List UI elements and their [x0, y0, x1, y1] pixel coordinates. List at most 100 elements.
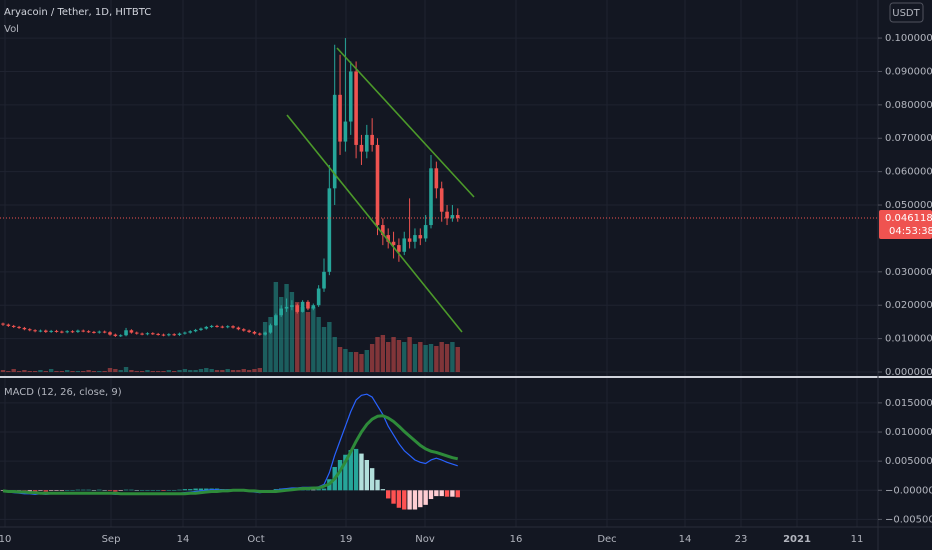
candle-body [295, 305, 300, 312]
volume-bar [16, 371, 22, 372]
candle-body [44, 330, 48, 332]
candle-body [348, 71, 353, 122]
volume-bar [113, 369, 118, 372]
volume-bar [134, 371, 139, 372]
volume-bar [220, 370, 225, 372]
volume-bar [204, 368, 209, 372]
candle-body [22, 327, 27, 330]
volume-bar [70, 371, 75, 372]
volume-bar [375, 337, 380, 372]
macd-histogram-bar [428, 490, 434, 500]
macd-histogram-bar [91, 490, 97, 491]
candle-body [445, 211, 449, 219]
candle-body [151, 333, 155, 335]
volume-bar [311, 307, 316, 372]
candle-body [338, 94, 342, 142]
macd-histogram-bar [353, 448, 359, 491]
volume-bar [129, 370, 134, 372]
volume-bar [86, 370, 91, 372]
candle-body [284, 306, 289, 309]
volume-bar [91, 371, 97, 372]
macd-histogram-bar [337, 459, 343, 491]
volume-bar [214, 370, 220, 372]
candle-body [434, 168, 439, 189]
candle-body [172, 334, 176, 336]
candle-body [231, 326, 235, 328]
candle-body [343, 121, 348, 142]
candle-body [316, 288, 321, 306]
volume-bar [198, 369, 204, 372]
x-tick-label: 23 [735, 534, 748, 545]
candle-body [27, 329, 32, 331]
candle-body [140, 333, 144, 335]
volume-bar [236, 370, 241, 372]
volume-bar [444, 344, 450, 372]
candle-body [177, 333, 182, 335]
x-tick-label: 10 [0, 534, 11, 545]
candle-body [86, 331, 91, 333]
candle-body [6, 324, 11, 326]
volume-bar [65, 370, 70, 372]
macd-histogram-bar [118, 490, 123, 491]
macd-histogram-bar [48, 490, 54, 491]
candle-body [11, 325, 16, 327]
candle-body [381, 225, 385, 236]
volume-bar [225, 369, 230, 372]
candle-body [81, 330, 86, 332]
macd-histogram-bar [369, 468, 375, 491]
volume-bar [107, 368, 113, 372]
candle-body [204, 326, 209, 329]
volume-bar [32, 371, 38, 372]
volume-bar [407, 337, 412, 372]
volume-bar [396, 340, 402, 372]
candle-body [429, 168, 433, 226]
volume-bar [343, 349, 348, 372]
candle-body [49, 330, 53, 332]
currency[interactable]: USDT [892, 8, 920, 19]
macd-histogram-bar [161, 490, 166, 491]
candle-body [332, 94, 337, 189]
macd-histogram-bar [75, 489, 81, 491]
candle-body [124, 330, 128, 336]
volume-bar [246, 370, 252, 372]
volume-bar [209, 369, 214, 372]
volume-bar [6, 371, 11, 372]
volume-bar [150, 371, 155, 372]
x-tick-label: 14 [177, 534, 190, 545]
volume-bar [145, 370, 150, 372]
candle-body [258, 333, 262, 335]
x-tick-label: 19 [340, 534, 353, 545]
macd-histogram-bar [43, 490, 48, 492]
volume-bar [27, 371, 32, 372]
candle-body [252, 331, 257, 334]
volume-bar [348, 352, 353, 372]
macd-histogram-bar [402, 490, 407, 510]
volume-bar [38, 370, 43, 372]
volume-bar [305, 312, 311, 372]
volume-bar [177, 370, 182, 372]
trend-line[interactable] [286, 114, 463, 333]
volume-bar [337, 347, 343, 372]
macd-histogram-bar [423, 490, 428, 505]
volume-bar [139, 371, 145, 372]
candle-body [354, 71, 358, 145]
macd-histogram-bar [439, 490, 444, 497]
macd-histogram-bar [102, 490, 107, 491]
trend-line[interactable] [336, 47, 475, 198]
candle-body [263, 332, 267, 335]
candle-body [306, 301, 310, 309]
candle-body [38, 330, 43, 332]
candle-body [268, 325, 273, 333]
currency-button[interactable] [889, 2, 924, 23]
volume-bar [81, 371, 86, 372]
macd-histogram-bar [145, 490, 150, 491]
candle-body [439, 188, 444, 212]
macd-histogram-bar [177, 489, 182, 491]
macd-histogram-bar [375, 479, 380, 491]
